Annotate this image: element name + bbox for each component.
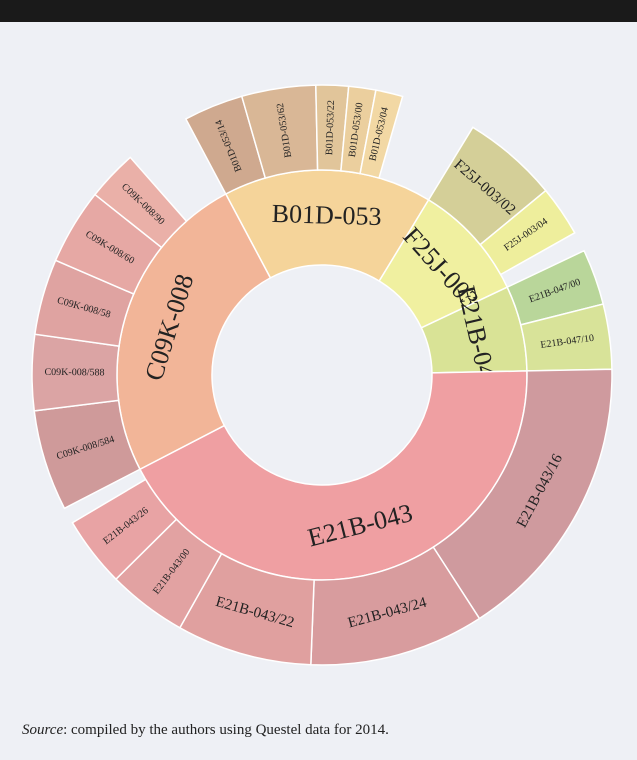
source-note: Source: compiled by the authors using Qu… — [22, 722, 389, 739]
outer-segment — [359, 89, 404, 180]
outer-segment — [71, 478, 178, 581]
outer-segment — [93, 156, 188, 249]
outer-label: C09K-008/588 — [44, 367, 104, 379]
outer-label: B01D-053/22 — [324, 100, 337, 155]
source-text: : compiled by the authors using Questel … — [63, 722, 389, 738]
chart: B01D-053/14 B01D-053/62 B01D-053/22 B01D-05… — [31, 84, 613, 666]
header-bar — [0, 0, 637, 22]
inner-label: B01D-053 — [271, 199, 382, 231]
source-label: Source — [22, 722, 64, 738]
outer-segment — [479, 189, 576, 276]
